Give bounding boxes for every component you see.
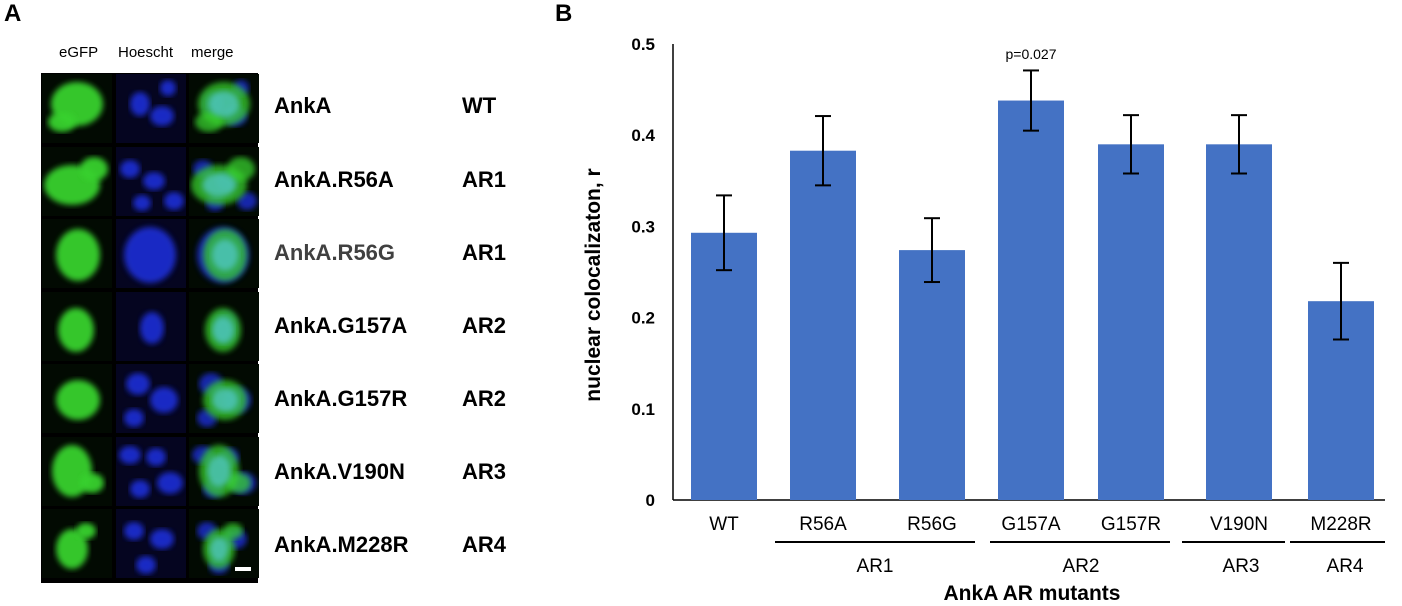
bar xyxy=(998,100,1064,500)
y-axis-title: nuclear colocalizaton, r xyxy=(582,168,605,401)
bar xyxy=(790,150,856,501)
x-axis-title: AnkA AR mutants xyxy=(944,582,1121,605)
scale-bar xyxy=(235,567,251,571)
microscopy-image-grid xyxy=(41,73,259,583)
y-tick-label: 0.4 xyxy=(631,126,655,145)
micrograph-merge xyxy=(189,436,259,506)
panel-a-letter: A xyxy=(4,0,22,27)
y-tick-label: 0.3 xyxy=(631,217,655,236)
group-label: AR4 xyxy=(1327,556,1364,577)
x-tick-label: R56G xyxy=(907,514,957,535)
micrograph-egfp xyxy=(42,509,112,578)
region-label: AR1 xyxy=(462,167,507,192)
region-label: AR2 xyxy=(462,313,507,338)
panel-b-letter: B xyxy=(555,0,573,27)
micrograph-merge xyxy=(189,291,259,361)
micrograph-hoechst xyxy=(115,364,186,433)
group-label: AR3 xyxy=(1223,556,1260,577)
y-tick-label: 0 xyxy=(646,491,655,510)
region-label: AR4 xyxy=(462,532,507,557)
y-tick-label: 0.2 xyxy=(631,309,655,328)
x-tick-label: R56A xyxy=(799,514,847,535)
micrograph-merge xyxy=(189,74,259,143)
region-label: WT xyxy=(462,93,497,118)
bar xyxy=(1206,144,1272,500)
significance-annotation: p=0.027 xyxy=(1006,46,1057,62)
micrograph-hoechst xyxy=(115,509,186,578)
region-label: AR3 xyxy=(462,459,507,484)
x-tick-label: G157A xyxy=(1001,514,1060,535)
group-label: AR1 xyxy=(857,556,894,577)
micrograph-egfp xyxy=(42,291,112,361)
mutant-label: AnkA.G157R xyxy=(274,386,408,411)
micrograph-merge xyxy=(189,509,259,578)
x-tick-label: WT xyxy=(709,514,739,535)
x-tick-label: G157R xyxy=(1101,514,1161,535)
micrograph-merge xyxy=(189,146,259,216)
y-tick-label: 0.1 xyxy=(631,400,655,419)
micrograph-egfp xyxy=(42,146,112,216)
mutant-label: AnkA.R56G xyxy=(274,240,396,265)
x-tick-label: M228R xyxy=(1310,514,1371,535)
x-tick-label: V190N xyxy=(1210,514,1268,535)
region-label: AR2 xyxy=(462,386,507,411)
micrograph-egfp xyxy=(42,74,112,143)
region-label: AR1 xyxy=(462,240,507,265)
micrograph-hoechst xyxy=(115,146,186,216)
micrograph-egfp xyxy=(42,364,112,433)
bar-chart: 0 0.1 0.2 0.3 0.4 0.5 WT R56A R56G G157A G157R V190… xyxy=(582,35,1385,605)
bar xyxy=(1098,144,1164,500)
micrograph-hoechst xyxy=(115,219,186,288)
mutant-label: AnkA.V190N xyxy=(274,459,405,484)
column-header-egfp: eGFP xyxy=(59,44,99,61)
mutant-label: AnkA.M228R xyxy=(274,532,409,557)
micrograph-hoechst xyxy=(115,291,186,361)
micrograph-merge xyxy=(189,219,259,288)
group-label: AR2 xyxy=(1063,556,1100,577)
micrograph-egfp xyxy=(42,436,112,506)
micrograph-merge xyxy=(189,364,259,433)
column-header-hoescht: Hoescht xyxy=(118,44,174,61)
micrograph-hoechst xyxy=(115,436,186,506)
micrograph-egfp xyxy=(42,219,112,288)
bar xyxy=(899,250,965,500)
mutant-label: AnkA.G157A xyxy=(274,313,408,338)
y-tick-label: 0.5 xyxy=(631,35,655,54)
bar xyxy=(691,232,757,500)
column-header-merge: merge xyxy=(191,44,234,61)
mutant-label: AnkA xyxy=(274,93,332,118)
mutant-label: AnkA.R56A xyxy=(274,167,394,192)
micrograph-hoechst xyxy=(115,74,186,143)
